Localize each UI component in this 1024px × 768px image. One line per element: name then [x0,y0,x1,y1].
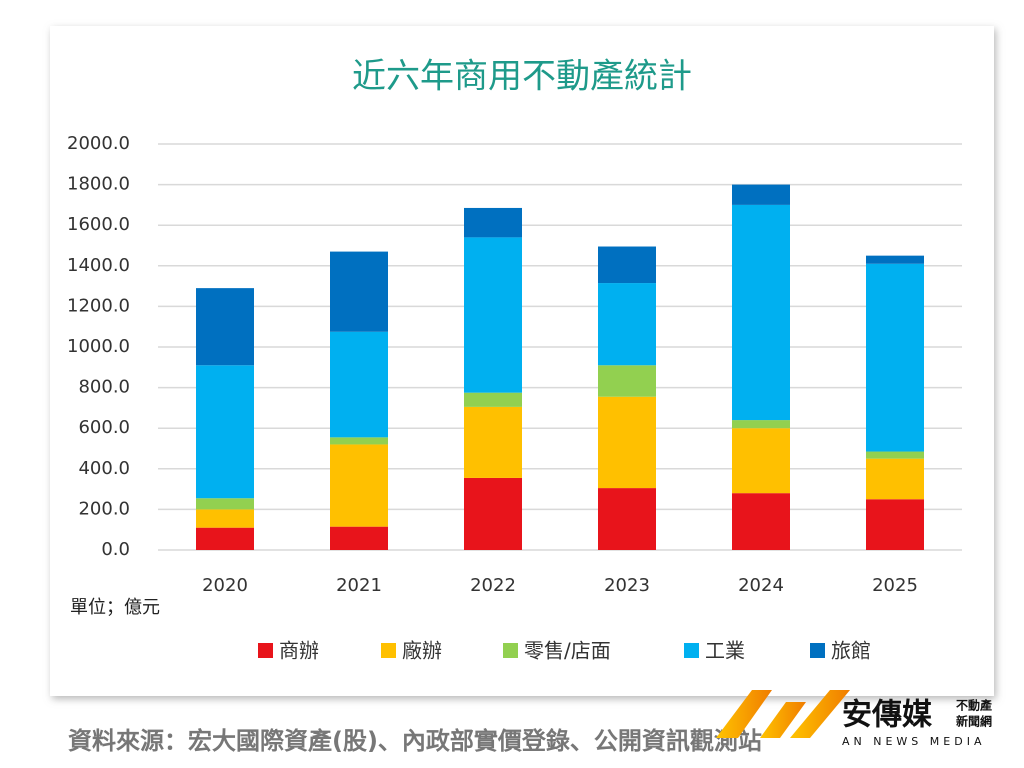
brand-english: AN NEWS MEDIA [842,735,985,748]
x-tick-label: 2024 [738,575,784,596]
x-tick-label: 2022 [470,575,516,596]
y-tick-label: 2000.0 [67,133,130,154]
source-note: 資料來源：宏大國際資產(股)、內政部實價登錄、公開資訊觀測站 [68,727,762,755]
bar-segment [330,251,388,332]
y-tick-label: 1000.0 [67,336,130,357]
brand-tag: 不動產 [956,698,992,713]
bar-segment [464,392,522,407]
bar-segment [598,396,656,489]
y-tick-label: 1200.0 [67,295,130,316]
legend-label: 廠辦 [402,639,442,663]
bar-segment [598,283,656,366]
bar-segment [866,255,924,264]
bar-segment [464,406,522,478]
brand-logo: 安傳媒 不動產 新聞網 AN NEWS MEDIA [716,690,992,748]
bar-segment [464,477,522,550]
bar-segment [196,498,254,510]
x-tick-label: 2020 [202,575,248,596]
logo-shape [790,690,850,738]
bar-segment [464,237,522,393]
bar-segment [598,488,656,550]
bar-segment [598,246,656,284]
y-tick-label: 800.0 [78,377,130,398]
chart-title: 近六年商用不動產統計 [352,57,692,97]
bar-segment [732,420,790,429]
x-tick-label: 2021 [336,575,382,596]
y-tick-label: 400.0 [78,458,130,479]
x-tick-label: 2025 [872,575,918,596]
legend-label: 商辦 [279,639,319,663]
bar-segment [866,499,924,550]
legend-label: 旅館 [831,639,871,663]
bar-segment [732,184,790,205]
legend-label: 零售/店面 [524,639,611,663]
bar-segment [196,365,254,499]
unit-note: 單位；億元 [70,597,160,618]
bar-segment [598,365,656,397]
y-tick-label: 1800.0 [67,174,130,195]
bar-segment [866,458,924,500]
brand-tag: 新聞網 [956,714,992,729]
y-tick-label: 600.0 [78,417,130,438]
bar-segment [330,526,388,550]
bar-segment [196,527,254,550]
bar-segment [866,451,924,459]
legend-label: 工業 [705,639,745,663]
y-tick-label: 1400.0 [67,255,130,276]
bar-segment [330,444,388,527]
bar-segment [464,207,522,238]
legend-swatch [381,643,396,658]
legend-swatch [684,643,699,658]
bar-segment [732,204,790,421]
y-tick-label: 200.0 [78,498,130,519]
bar-segment [866,263,924,452]
bar-segment [330,437,388,445]
legend-swatch [810,643,825,658]
bar-segment [732,493,790,550]
brand-name: 安傳媒 [842,698,933,733]
y-tick-label: 0.0 [101,539,130,560]
legend-swatch [258,643,273,658]
bar-segment [196,288,254,366]
legend-swatch [503,643,518,658]
bar-segment [330,331,388,438]
x-tick-label: 2023 [604,575,650,596]
logo-shape [716,690,772,738]
bar-segment [732,428,790,494]
y-tick-label: 1600.0 [67,214,130,235]
bar-segment [196,509,254,528]
logo-shape [760,702,806,738]
